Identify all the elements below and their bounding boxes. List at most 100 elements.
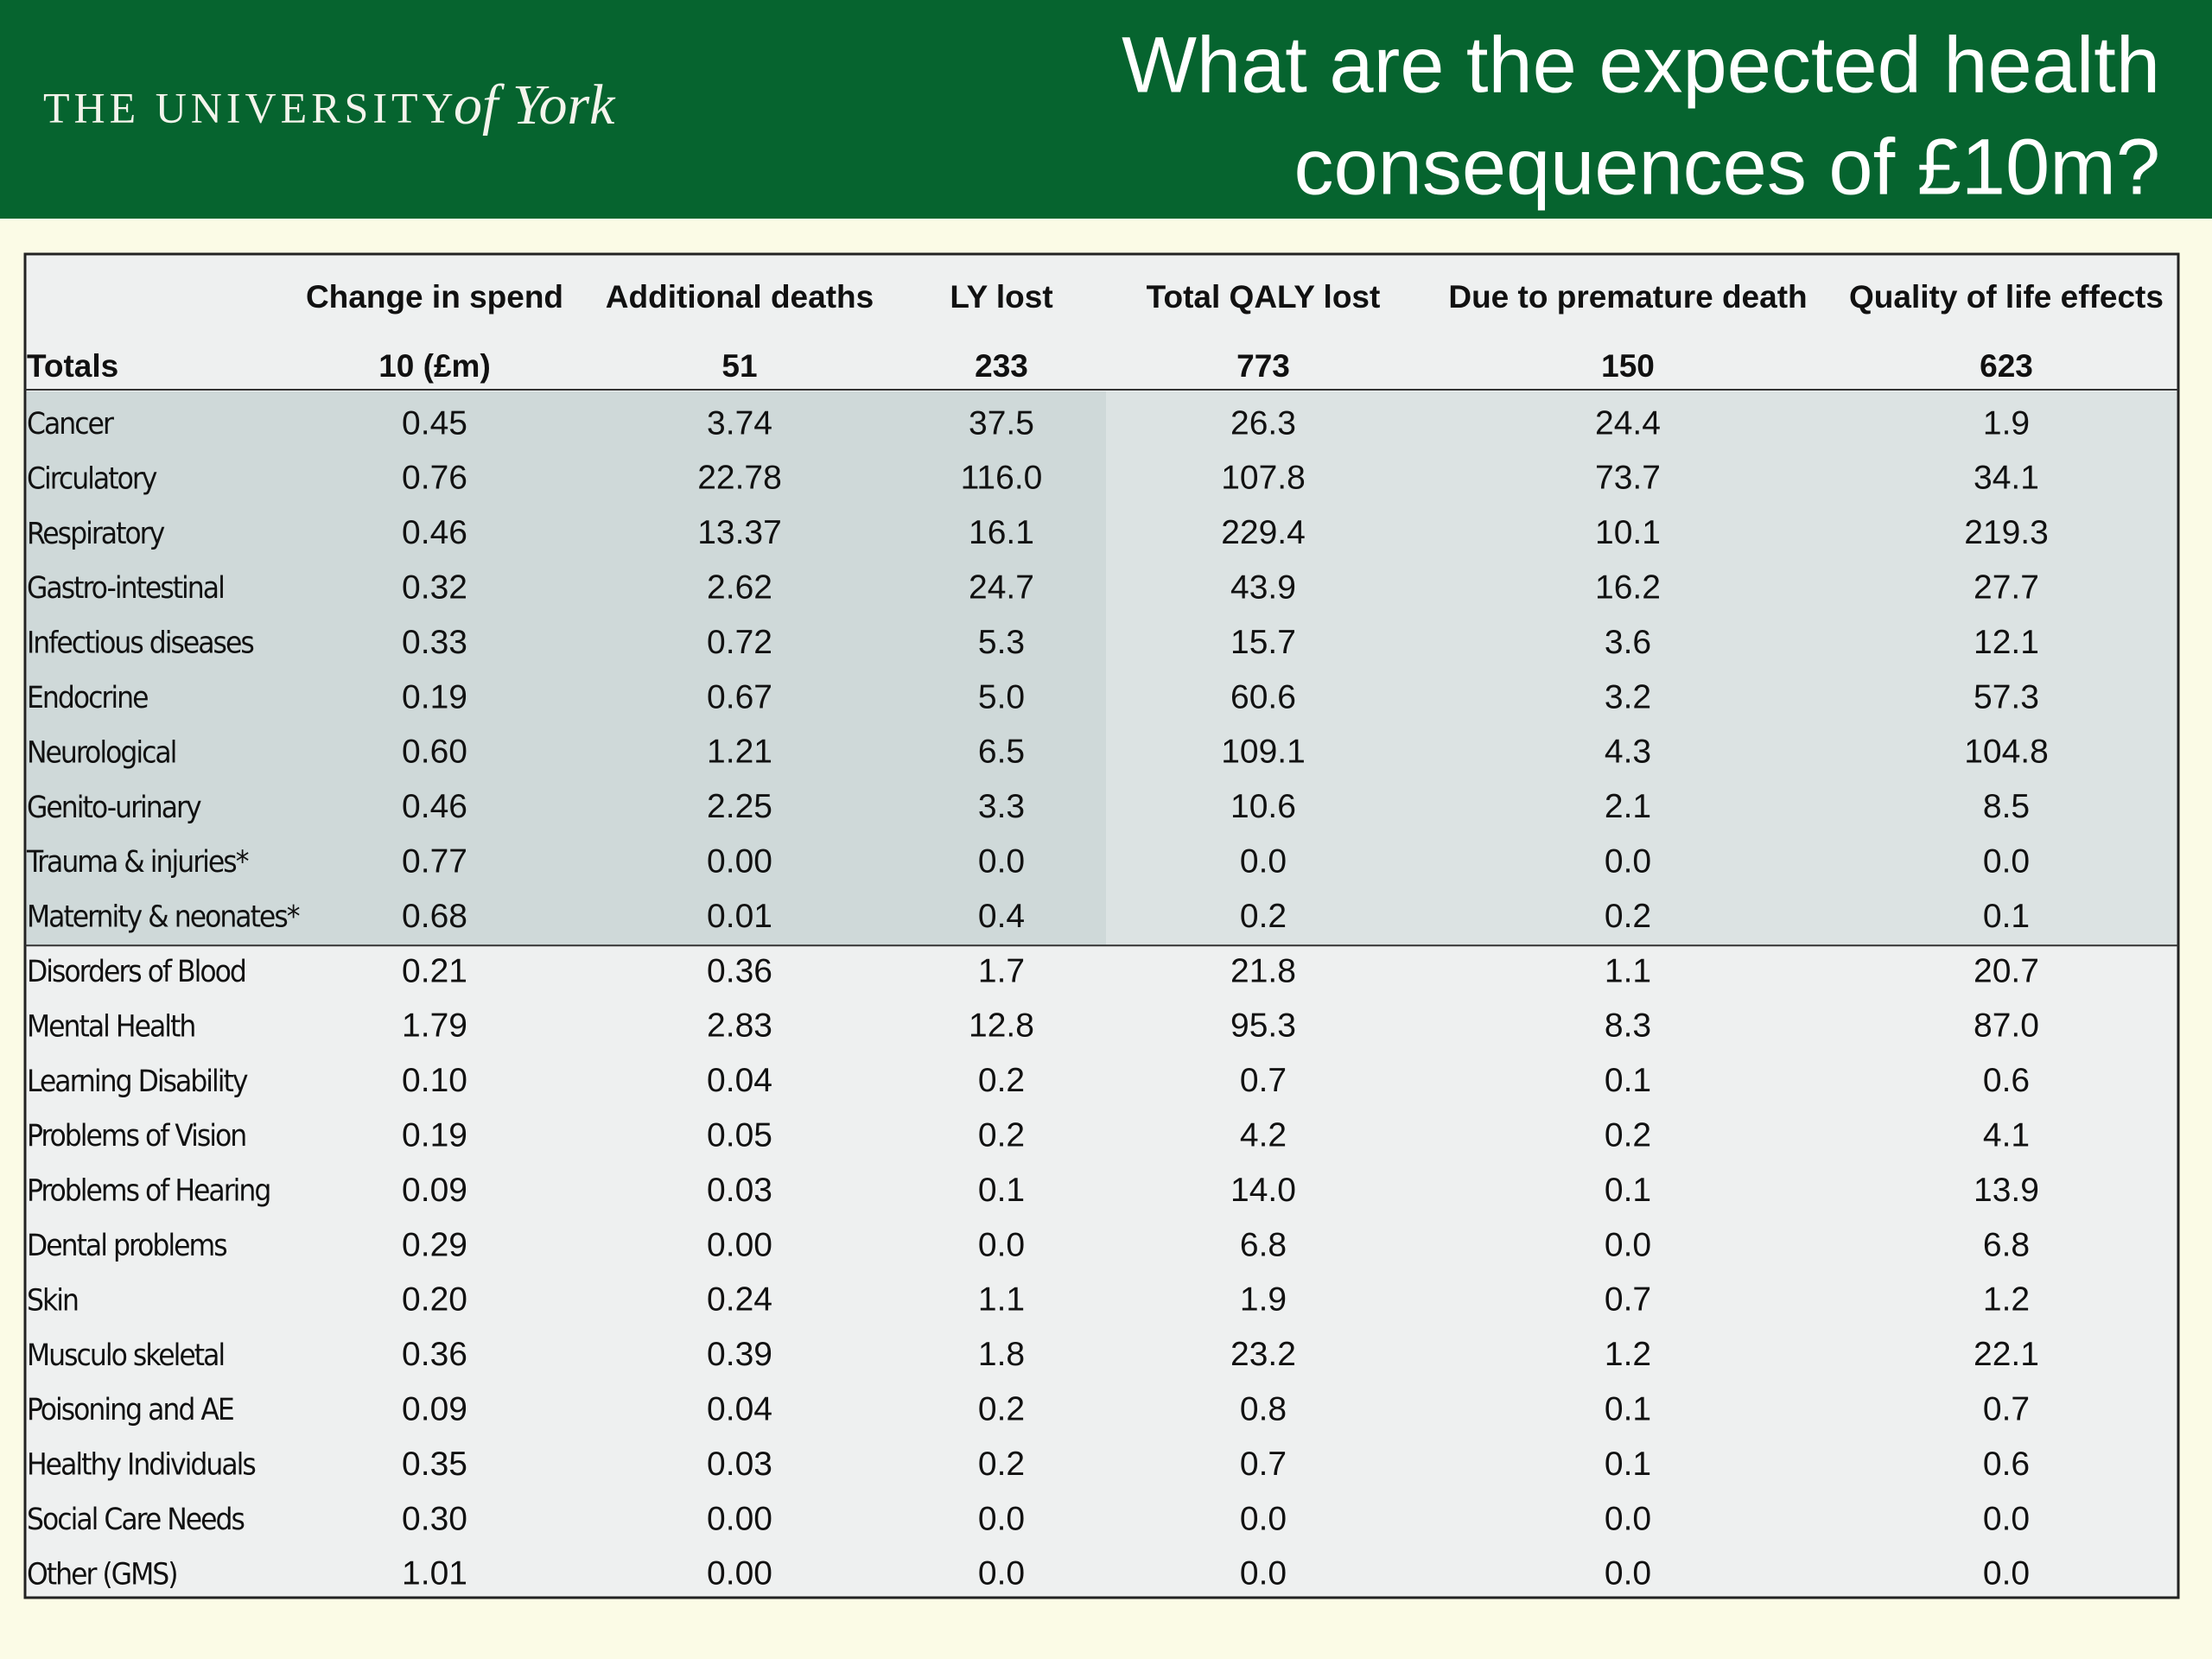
totals-label: Totals bbox=[27, 348, 118, 384]
cell: 0.04 bbox=[707, 1062, 772, 1099]
cell: 0.72 bbox=[707, 624, 772, 661]
row-label: Endocrine bbox=[27, 681, 148, 715]
cell: 0.7 bbox=[1983, 1390, 2030, 1427]
cell: 15.7 bbox=[1230, 624, 1296, 661]
cell: 37.5 bbox=[969, 404, 1034, 442]
cell: 0.24 bbox=[707, 1281, 772, 1319]
cell: 0.0 bbox=[1605, 1226, 1651, 1263]
cell: 0.46 bbox=[402, 788, 467, 825]
slide-title: consequences of £10m? bbox=[1294, 123, 2160, 211]
cell: 0.1 bbox=[1983, 898, 2030, 935]
cell: 0.00 bbox=[707, 842, 772, 880]
cell: 0.60 bbox=[402, 734, 467, 771]
logo-script: of York bbox=[454, 73, 616, 137]
cell: 3.3 bbox=[978, 788, 1025, 825]
row-label: Skin bbox=[27, 1283, 78, 1318]
cell: 26.3 bbox=[1230, 404, 1296, 442]
slide-title: What are the expected health bbox=[1122, 21, 2160, 109]
total-value: 150 bbox=[1601, 348, 1655, 384]
cell: 1.1 bbox=[978, 1281, 1025, 1319]
cell: 0.1 bbox=[1605, 1390, 1651, 1427]
cell: 0.1 bbox=[1605, 1172, 1651, 1209]
cell: 0.46 bbox=[402, 514, 467, 551]
cell: 13.37 bbox=[697, 514, 782, 551]
cell: 1.9 bbox=[1983, 404, 2030, 442]
cell: 0.0 bbox=[1605, 842, 1651, 880]
cell: 6.8 bbox=[1240, 1226, 1287, 1263]
cell: 0.4 bbox=[978, 898, 1025, 935]
cell: 0.6 bbox=[1983, 1446, 2030, 1483]
cell: 60.6 bbox=[1230, 678, 1296, 715]
cell: 10.6 bbox=[1230, 788, 1296, 825]
cell: 0.6 bbox=[1983, 1062, 2030, 1099]
cell: 0.0 bbox=[978, 1226, 1025, 1263]
cell: 0.21 bbox=[402, 952, 467, 989]
cell: 0.1 bbox=[1605, 1446, 1651, 1483]
logo-main: THE UNIVERSITY bbox=[43, 83, 458, 131]
cell: 0.0 bbox=[1983, 842, 2030, 880]
row-label: Respiratory bbox=[27, 517, 165, 551]
cell: 0.0 bbox=[978, 1555, 1025, 1592]
cell: 0.7 bbox=[1240, 1446, 1287, 1483]
cell: 0.0 bbox=[1983, 1555, 2030, 1592]
cell: 0.00 bbox=[707, 1500, 772, 1537]
cell: 5.0 bbox=[978, 678, 1025, 715]
cell: 8.5 bbox=[1983, 788, 2030, 825]
cell: 229.4 bbox=[1221, 514, 1306, 551]
cell: 12.8 bbox=[969, 1007, 1034, 1045]
cell: 6.5 bbox=[978, 734, 1025, 771]
cell: 0.0 bbox=[1983, 1500, 2030, 1537]
cell: 0.1 bbox=[978, 1172, 1025, 1209]
cell: 0.00 bbox=[707, 1226, 772, 1263]
cell: 0.2 bbox=[1605, 898, 1651, 935]
cell: 73.7 bbox=[1595, 460, 1661, 497]
cell: 1.79 bbox=[402, 1007, 467, 1045]
cell: 116.0 bbox=[961, 460, 1043, 497]
table: Change in spend Additional deaths LY lost T… bbox=[25, 279, 2178, 1592]
cell: 27.7 bbox=[1974, 569, 2039, 606]
cell: 0.0 bbox=[1605, 1500, 1651, 1537]
cell: 0.32 bbox=[402, 569, 467, 606]
row-label: Maternity & neonates* bbox=[27, 900, 300, 935]
cell: 5.3 bbox=[978, 624, 1025, 661]
column-header: Additional deaths bbox=[606, 279, 874, 315]
cell: 8.3 bbox=[1605, 1007, 1651, 1045]
cell: 3.6 bbox=[1605, 624, 1651, 661]
cell: 0.2 bbox=[978, 1116, 1025, 1154]
cell: 104.8 bbox=[1964, 734, 2049, 771]
cell: 0.2 bbox=[1605, 1116, 1651, 1154]
row-label: Musculo skeletal bbox=[27, 1338, 224, 1373]
cell: 1.2 bbox=[1605, 1336, 1651, 1373]
shaded-block bbox=[27, 391, 1106, 946]
cell: 24.4 bbox=[1595, 404, 1661, 442]
cell: 1.7 bbox=[978, 952, 1025, 989]
column-header: Change in spend bbox=[306, 279, 563, 315]
cell: 0.20 bbox=[402, 1281, 467, 1319]
shaded-block bbox=[1106, 391, 2177, 946]
total-value: 233 bbox=[975, 348, 1028, 384]
row-label: Learning Disability bbox=[27, 1065, 248, 1099]
row-label: Circulatory bbox=[27, 461, 157, 496]
cell: 13.9 bbox=[1974, 1172, 2039, 1209]
cell: 57.3 bbox=[1974, 678, 2039, 715]
row-label: Neurological bbox=[27, 735, 175, 770]
cell: 219.3 bbox=[1964, 514, 2049, 551]
cell: 0.30 bbox=[402, 1500, 467, 1537]
row-label: Infectious diseases bbox=[27, 626, 253, 661]
cell: 0.35 bbox=[402, 1446, 467, 1483]
cell: 0.77 bbox=[402, 842, 467, 880]
cell: 0.0 bbox=[1240, 1555, 1287, 1592]
total-value: 51 bbox=[721, 348, 757, 384]
cell: 2.1 bbox=[1605, 788, 1651, 825]
cell: 12.1 bbox=[1974, 624, 2039, 661]
cell: 0.1 bbox=[1605, 1062, 1651, 1099]
cell: 0.33 bbox=[402, 624, 467, 661]
cell: 0.7 bbox=[1240, 1062, 1287, 1099]
cell: 1.1 bbox=[1605, 952, 1651, 989]
row-label: Dental problems bbox=[27, 1229, 226, 1263]
cell: 21.8 bbox=[1230, 952, 1296, 989]
cell: 0.10 bbox=[402, 1062, 467, 1099]
total-value: 623 bbox=[1980, 348, 2033, 384]
cell: 1.01 bbox=[402, 1555, 467, 1592]
